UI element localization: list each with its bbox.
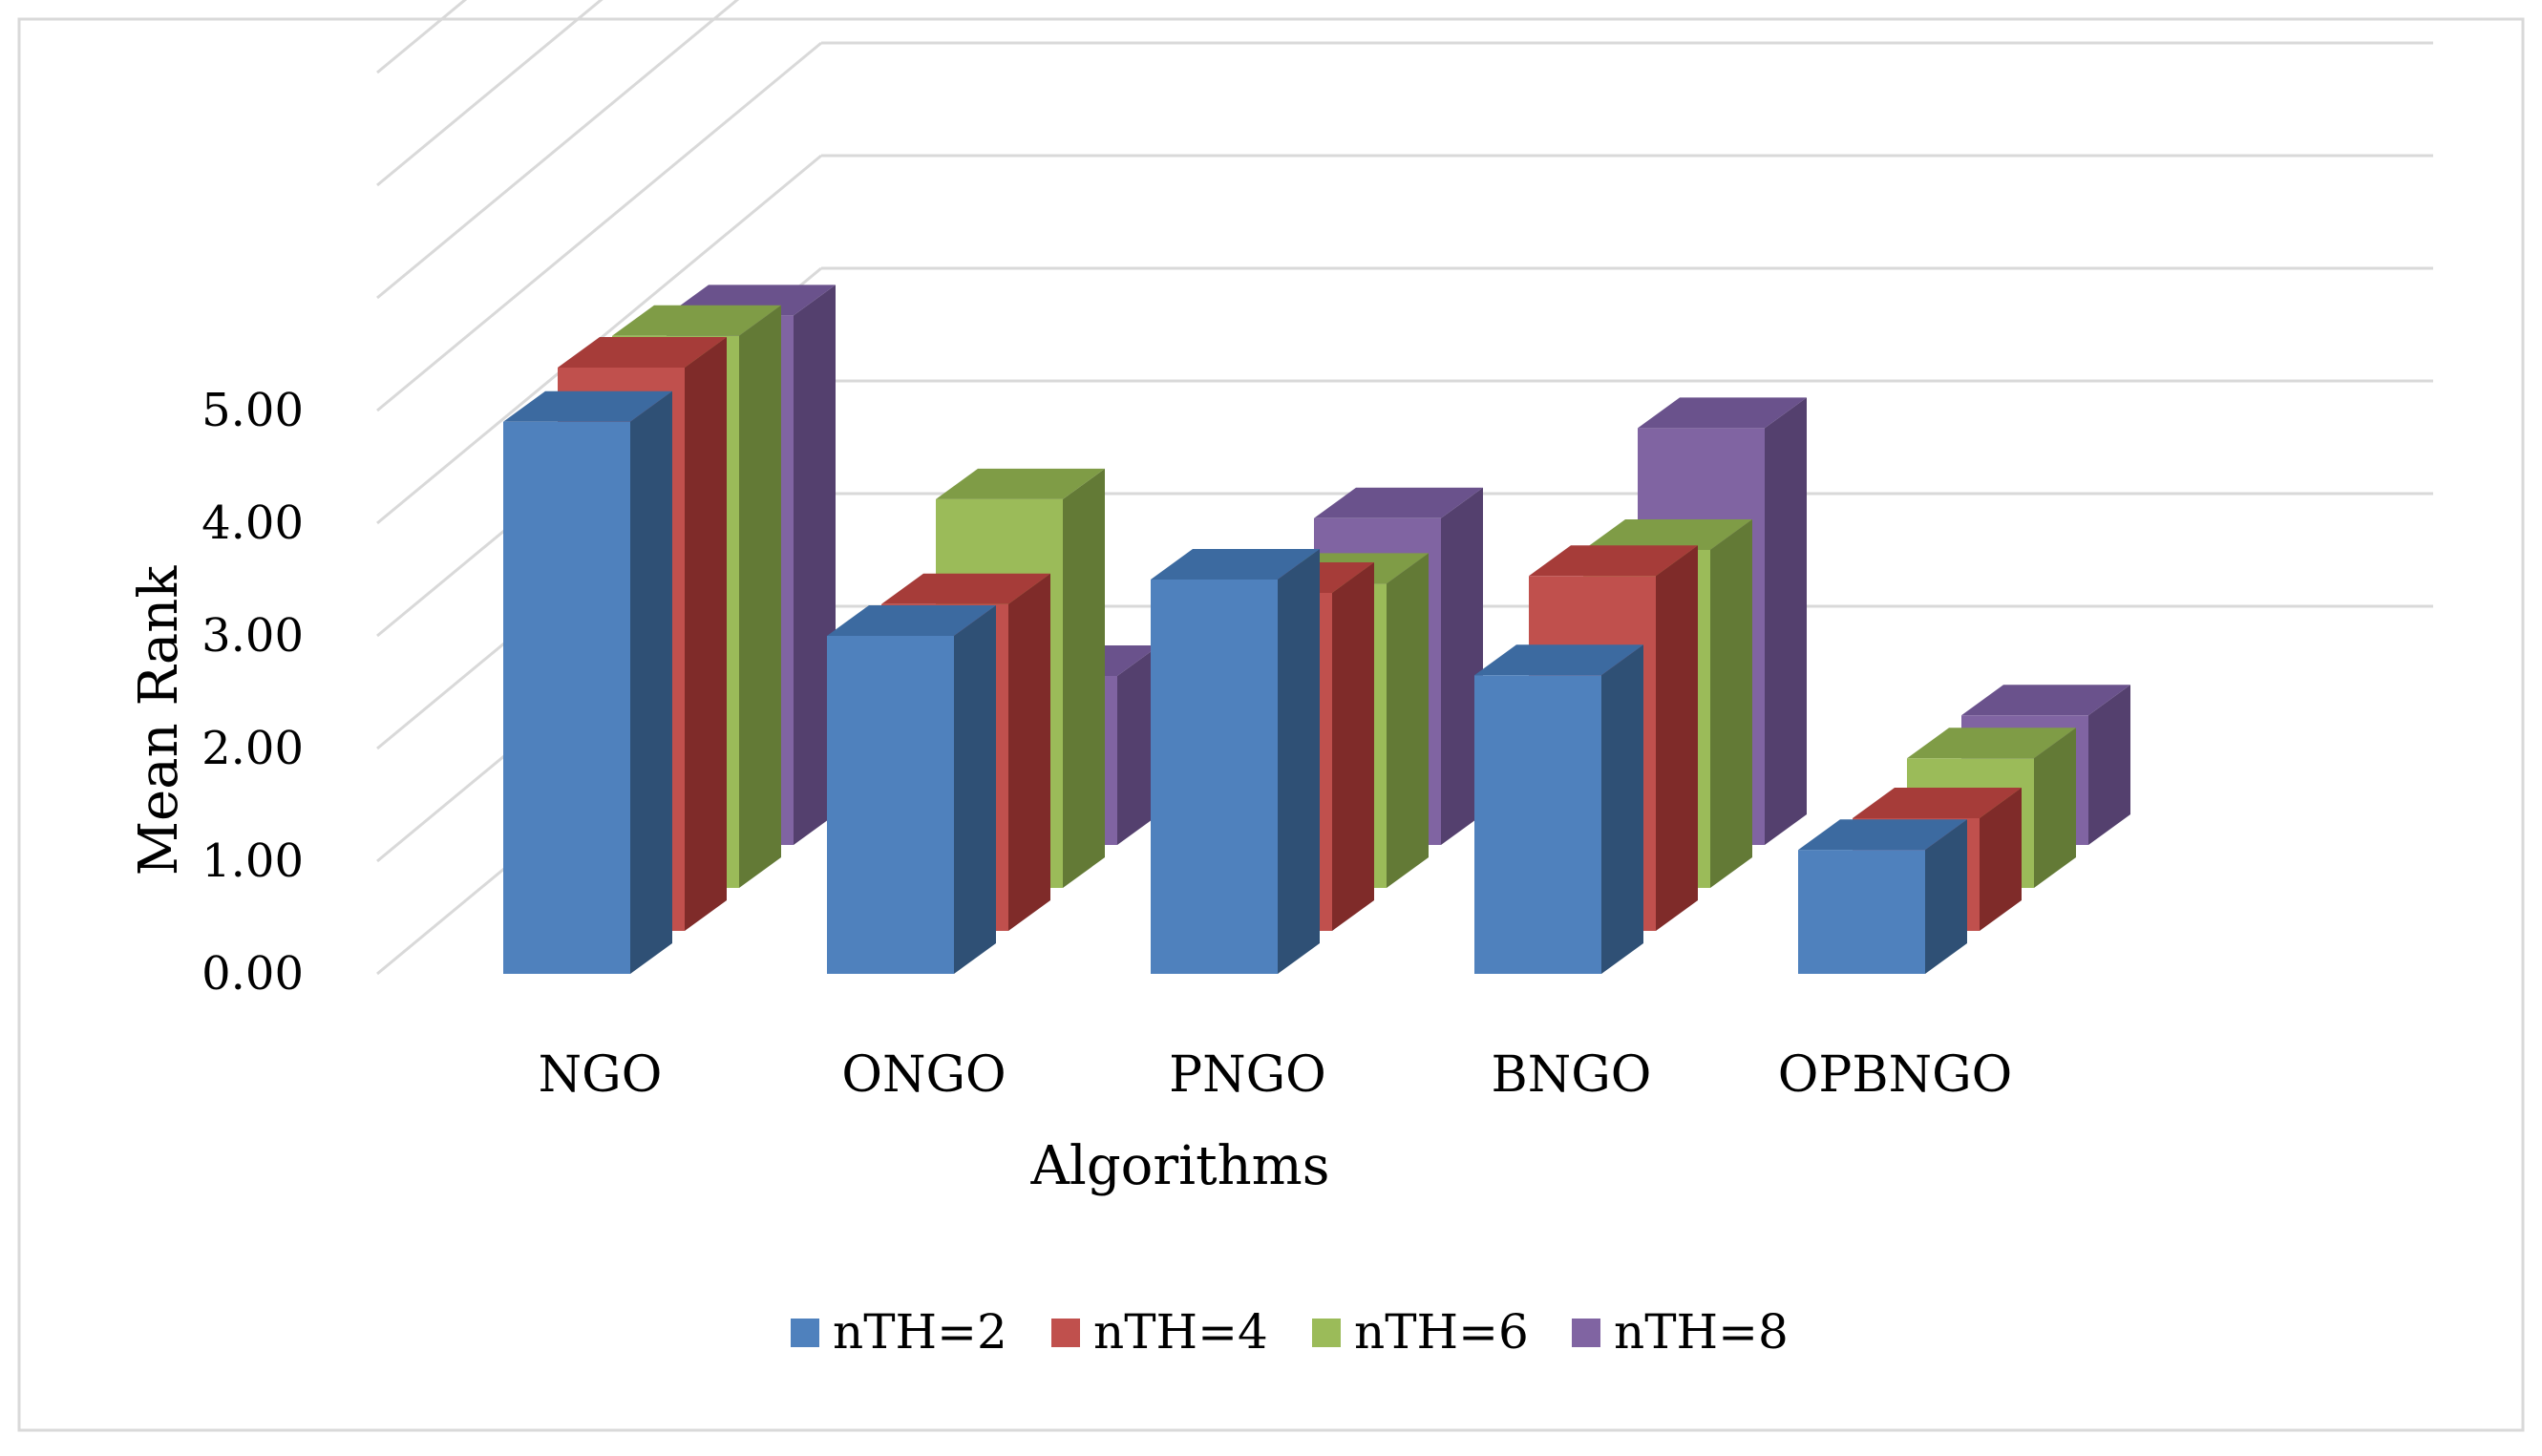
bar-nTH=2-BNGO: [1474, 644, 1643, 974]
bar-top: [1583, 519, 1752, 550]
legend-swatch: [1312, 1319, 1341, 1347]
bar-side: [1278, 549, 1320, 974]
bar-top: [558, 337, 727, 368]
y-tick-labels: 0.00 1.00 2.00 3.00 4.00 5.00: [201, 384, 304, 1001]
legend-label: nTH=8: [1614, 1304, 1789, 1360]
x-category-label: OPBNGO: [1778, 1046, 2013, 1104]
bar-side: [685, 337, 727, 931]
bar-front: [1474, 675, 1601, 974]
bar-top: [1529, 545, 1698, 577]
bar-top: [1907, 728, 2076, 759]
bar-top: [1961, 685, 2130, 716]
bar-side: [739, 305, 781, 888]
bar-side: [2088, 685, 2130, 845]
y-tick-label: 2.00: [201, 722, 304, 775]
bar-side: [1332, 562, 1374, 931]
bar-side: [954, 605, 996, 974]
legend: nTH=2 nTH=4 nTH=6 nTH=8: [791, 1304, 1789, 1360]
bar-side: [1656, 545, 1698, 931]
legend-item: nTH=6: [1312, 1304, 1529, 1360]
bar-top: [1151, 549, 1320, 580]
bar-nTH=2-NGO: [503, 390, 672, 974]
bar-top: [881, 573, 1050, 604]
y-tick-label: 4.00: [201, 496, 304, 550]
bar-side: [1063, 468, 1105, 888]
legend-label: nTH=2: [833, 1304, 1007, 1360]
bar-layer: [503, 285, 2130, 974]
y-tick-label: 0.00: [201, 947, 304, 1001]
bar-side: [1387, 553, 1429, 888]
bar-side: [2034, 728, 2076, 888]
bar-nTH=2-OPBNGO: [1798, 819, 1967, 974]
y-tick-label: 3.00: [201, 609, 304, 663]
bar-side: [794, 285, 836, 845]
bar-side: [1925, 819, 1967, 974]
x-category-label: ONGO: [841, 1046, 1006, 1104]
x-category-label: BNGO: [1492, 1046, 1652, 1104]
bar-top: [936, 468, 1105, 499]
legend-label: nTH=4: [1093, 1304, 1268, 1360]
bar-top: [612, 305, 781, 336]
y-tick-label: 1.00: [201, 834, 304, 888]
bar-side: [1441, 487, 1483, 845]
bar-side: [1980, 788, 2022, 931]
legend-label: nTH=6: [1354, 1304, 1529, 1360]
legend-swatch: [791, 1319, 819, 1347]
legend-swatch: [1572, 1319, 1600, 1347]
legend-swatch: [1051, 1319, 1080, 1347]
x-axis-title: Algorithms: [1029, 1135, 1329, 1197]
gridline-side: [376, 41, 822, 412]
x-category-label: PNGO: [1169, 1046, 1326, 1104]
bar-top: [1474, 644, 1643, 676]
bar-top: [503, 390, 672, 422]
legend-item: nTH=2: [791, 1304, 1007, 1360]
bar-side: [630, 390, 672, 974]
bar-top: [1853, 788, 2022, 818]
bar-nTH=2-PNGO: [1151, 549, 1320, 974]
bar-side: [1765, 397, 1807, 845]
bar-side: [1117, 645, 1159, 845]
bar-nTH=2-ONGO: [827, 605, 996, 974]
bar-front: [827, 636, 954, 974]
y-axis-title: Mean Rank: [128, 565, 190, 876]
y-tick-label: 5.00: [201, 384, 304, 437]
bar-top: [1314, 487, 1483, 518]
bar-side: [1008, 573, 1050, 931]
bar-front: [1798, 850, 1925, 974]
x-category-label: NGO: [539, 1046, 663, 1104]
x-category-labels: NGO ONGO PNGO BNGO OPBNGO: [539, 1046, 2013, 1104]
bar-top: [1638, 397, 1807, 429]
bar-side: [1710, 519, 1752, 888]
legend-item: nTH=4: [1051, 1304, 1268, 1360]
gridline-side: [376, 0, 468, 74]
bar-front: [1151, 580, 1278, 974]
legend-item: nTH=8: [1572, 1304, 1789, 1360]
gridline-side: [376, 0, 604, 187]
gridline-side: [376, 0, 740, 300]
bar-side: [1601, 644, 1643, 974]
bar-top: [827, 605, 996, 636]
bar-top: [1798, 819, 1967, 851]
bar-front: [503, 421, 630, 974]
